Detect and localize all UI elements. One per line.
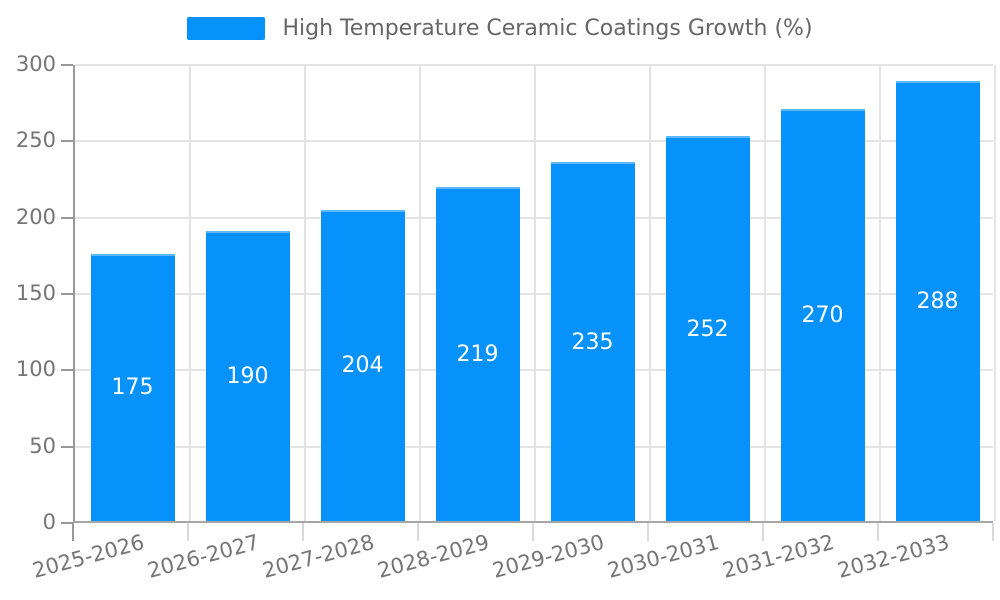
bar-value-label: 288	[916, 289, 959, 315]
gridline-vertical	[994, 65, 996, 521]
x-axis-label: 2025-2026	[29, 530, 147, 583]
gridline-vertical	[419, 65, 421, 521]
bar-2028-2029: 219	[435, 186, 520, 521]
bar-value-label: 270	[801, 302, 844, 328]
bar-value-label: 175	[111, 375, 154, 401]
y-tick-mark	[61, 293, 73, 295]
bar-2025-2026: 175	[90, 253, 175, 521]
gridline-vertical	[764, 65, 766, 521]
y-axis-label: 250	[15, 128, 56, 153]
legend: High Temperature Ceramic Coatings Growth…	[0, 16, 1000, 41]
x-axis-label: 2028-2029	[374, 530, 492, 583]
bar-2030-2031: 252	[665, 136, 750, 521]
x-tick-mark	[72, 523, 74, 541]
legend-series-label: High Temperature Ceramic Coatings Growth…	[282, 16, 813, 41]
x-tick-mark	[647, 523, 649, 541]
x-axis-label: 2031-2032	[719, 530, 837, 583]
gridline-vertical	[189, 65, 191, 521]
x-axis-label: 2026-2027	[144, 530, 262, 583]
y-axis-label: 100	[15, 357, 56, 382]
bar-value-label: 235	[571, 329, 614, 355]
y-axis-label: 200	[15, 204, 56, 229]
legend-item[interactable]: High Temperature Ceramic Coatings Growth…	[187, 16, 813, 41]
bar-2032-2033: 288	[895, 81, 980, 521]
gridline-vertical	[534, 65, 536, 521]
y-tick-mark	[61, 522, 73, 524]
plot-area: 175 190 204 219 235 252 270 288	[73, 64, 996, 523]
x-tick-mark	[877, 523, 879, 541]
bar-value-label: 204	[341, 353, 384, 379]
bar-2026-2027: 190	[205, 230, 290, 521]
x-axis-label: 2030-2031	[604, 530, 722, 583]
y-axis-label: 150	[15, 280, 56, 305]
x-tick-mark	[992, 523, 994, 541]
y-axis-label: 300	[15, 51, 56, 76]
y-tick-mark	[61, 216, 73, 219]
y-tick-mark	[61, 140, 73, 143]
gridline-vertical	[304, 65, 306, 521]
bar-value-label: 190	[226, 363, 269, 389]
x-tick-mark	[187, 523, 189, 541]
x-tick-mark	[532, 523, 534, 541]
x-tick-mark	[417, 523, 419, 541]
y-tick-mark	[61, 369, 73, 372]
legend-swatch-icon	[187, 17, 266, 40]
y-tick-mark	[61, 445, 73, 448]
y-tick-mark	[61, 64, 73, 66]
bar-2031-2032: 270	[780, 108, 865, 521]
x-tick-mark	[302, 523, 304, 541]
bar-value-label: 252	[686, 316, 729, 342]
y-axis-label: 50	[29, 433, 56, 458]
x-axis-label: 2027-2028	[259, 530, 377, 583]
gridline-vertical	[879, 65, 881, 521]
x-tick-mark	[762, 523, 764, 541]
bar-2027-2028: 204	[320, 209, 405, 521]
bar-2029-2030: 235	[550, 162, 635, 521]
gridline-vertical	[649, 65, 651, 521]
y-axis-label: 0	[42, 509, 56, 534]
x-axis-label: 2029-2030	[489, 530, 607, 583]
bar-value-label: 219	[456, 341, 499, 367]
x-axis-label: 2032-2033	[834, 530, 952, 583]
